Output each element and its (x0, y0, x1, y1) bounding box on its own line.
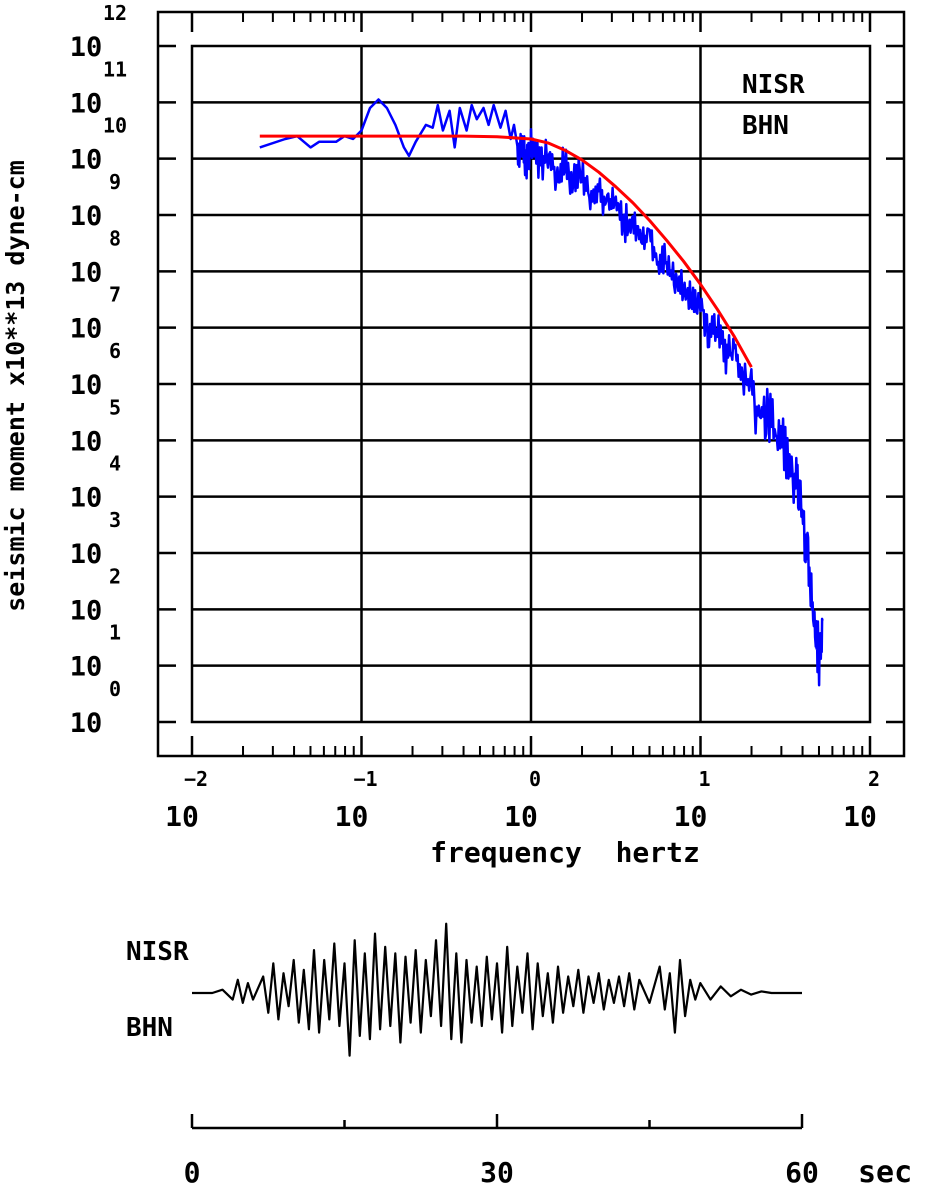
time-tick-label: 0 (184, 1156, 201, 1184)
y-tick-exponent: 7 (109, 283, 121, 307)
y-tick-exponent: 12 (103, 1, 127, 25)
y-tick-base: 10 (70, 595, 103, 626)
y-tick-base: 10 (70, 370, 103, 401)
x-tick-exponent: 1 (698, 767, 710, 791)
seismogram-channel-label: BHN (126, 1013, 173, 1043)
x-tick-base: 10 (335, 800, 369, 833)
time-tick-label: 30 (480, 1156, 514, 1184)
seismogram-trace (192, 922, 802, 1057)
y-tick-base: 10 (70, 539, 103, 570)
x-tick-exponent: 0 (529, 767, 541, 791)
y-tick-base: 10 (70, 708, 103, 739)
y-tick-exponent: 11 (103, 57, 127, 81)
y-tick-exponent: 3 (109, 508, 121, 532)
series-layer (259, 98, 824, 687)
y-tick-base: 10 (70, 257, 103, 288)
x-tick-exponent: −1 (353, 767, 377, 791)
y-tick-exponent: 10 (103, 114, 127, 138)
observed-spectrum-line (259, 98, 824, 687)
x-tick-exponent: −2 (184, 767, 208, 791)
y-tick-base: 10 (70, 483, 103, 514)
seismogram-chart: NISR BHN 0 30 60 sec (126, 922, 912, 1184)
y-tick-exponent: 5 (109, 395, 121, 419)
y-tick-labels: 1001011021031041051061071081091010101110… (70, 1, 127, 739)
x-tick-base: 10 (843, 800, 877, 833)
legend-channel: BHN (742, 111, 789, 141)
time-axis-unit-label: sec (858, 1155, 912, 1184)
seismogram-trace-layer (192, 922, 802, 1057)
y-tick-base: 10 (70, 652, 103, 683)
time-axis-ticks (190, 1114, 804, 1128)
grid-lines (192, 46, 870, 722)
y-tick-base: 10 (70, 426, 103, 457)
x-tick-base: 10 (165, 800, 199, 833)
y-tick-base: 10 (70, 314, 103, 345)
time-tick-label: 60 (785, 1156, 819, 1184)
x-tick-exponent: 2 (868, 767, 880, 791)
seismogram-station-label: NISR (126, 937, 189, 967)
y-tick-exponent: 4 (109, 452, 121, 476)
x-axis-label: frequency hertz (430, 836, 700, 869)
y-tick-exponent: 8 (109, 226, 121, 250)
y-tick-exponent: 2 (109, 564, 121, 588)
y-tick-exponent: 6 (109, 339, 121, 363)
model-fit-line (259, 134, 753, 368)
axis-ticks (158, 12, 904, 756)
y-tick-base: 10 (70, 145, 103, 176)
x-tick-base: 10 (504, 800, 538, 833)
y-tick-exponent: 0 (109, 677, 121, 701)
y-tick-base: 10 (70, 32, 103, 63)
y-tick-exponent: 1 (109, 621, 121, 645)
y-tick-base: 10 (70, 201, 103, 232)
legend-station: NISR (742, 70, 805, 100)
time-tick-labels: 0 30 60 (184, 1156, 819, 1184)
y-tick-base: 10 (70, 88, 103, 119)
y-tick-exponent: 9 (109, 170, 121, 194)
y-axis-label: seismic moment x10**13 dyne-cm (1, 160, 30, 612)
x-tick-base: 10 (674, 800, 708, 833)
x-tick-labels: 10 −2 10 −1 10 0 10 1 10 2 (165, 767, 880, 833)
